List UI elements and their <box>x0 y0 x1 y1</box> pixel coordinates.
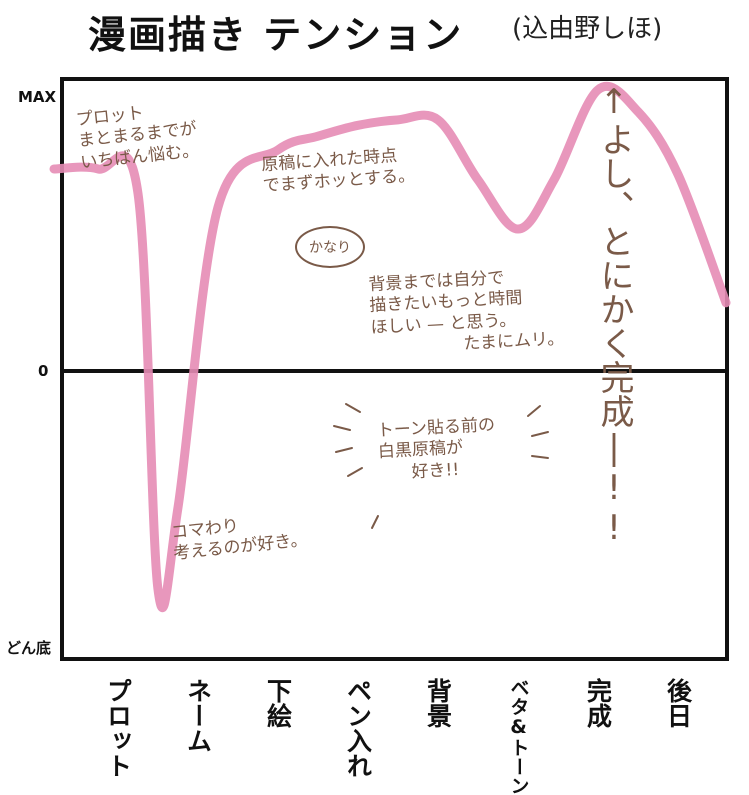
x-tick-label-5: ベタ&トーン <box>507 678 530 795</box>
x-tick-label-3: ペン入れ <box>343 678 373 778</box>
annotation-kansei: ↑よし、とにかく完成|!! <box>594 82 634 548</box>
plot-area <box>60 77 729 661</box>
author-signature: (込由野しほ) <box>512 14 663 44</box>
annotation-kanari: かなり <box>295 226 365 268</box>
x-tick-label-0: プロット <box>103 678 133 778</box>
y-tick-min: どん底 <box>6 639 52 657</box>
x-tick-label-1: ネーム <box>183 678 213 753</box>
y-tick-max: MAX <box>18 88 57 106</box>
series-line-tension <box>49 81 731 612</box>
x-tick-label-2: 下絵 <box>263 678 293 728</box>
x-tick-label-7: 後日 <box>663 678 693 728</box>
chart-title: 漫画描き テンション <box>88 13 464 57</box>
x-tick-label-6: 完成 <box>583 678 613 728</box>
x-tick-label-4: 背景 <box>423 678 453 728</box>
y-tick-zero: 0 <box>38 362 49 380</box>
